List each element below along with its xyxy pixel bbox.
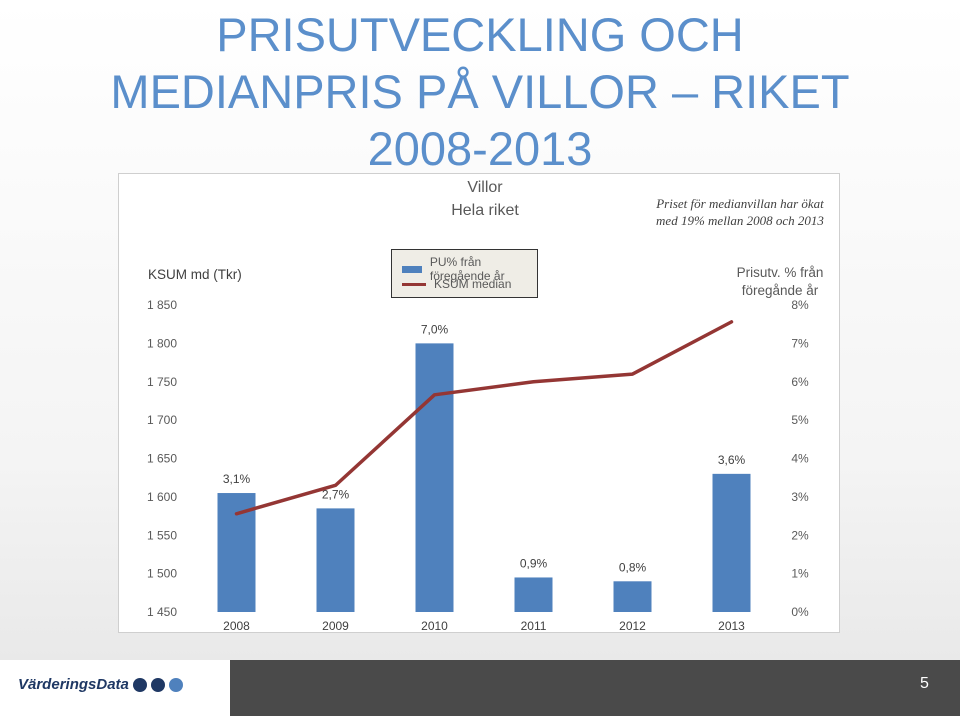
category-label: 2013 — [718, 619, 745, 633]
title-line-2: MEDIANPRIS PÅ VILLOR – RIKET — [0, 63, 960, 120]
right-axis-label-line-1: Prisutv. % från — [736, 265, 824, 280]
bar-series — [217, 343, 751, 612]
line-ksum-median — [234, 320, 734, 516]
bar-data-labels: 3,1% 2,7% 7,0% 0,9% 0,8% 3,6% — [223, 322, 746, 574]
right-tick-label: 2% — [791, 528, 809, 542]
company-logo: VärderingsData — [18, 676, 183, 693]
right-tick-label: 5% — [791, 413, 809, 427]
right-tick-label: 4% — [791, 452, 809, 466]
page-number: 5 — [920, 675, 929, 692]
bar — [514, 577, 553, 612]
left-axis-label: KSUM md (Tkr) — [148, 267, 242, 282]
left-axis-ticks: 1 450 1 500 1 550 1 600 1 650 1 700 1 750 1 800… — [147, 298, 177, 619]
legend-label-bars: PU% från föregående år — [429, 255, 505, 283]
chart-title-line-1: Villor — [467, 179, 503, 196]
right-axis-ticks: 0% 1% 2% 3% 4% 5% 6% 7% 8% — [791, 298, 809, 619]
legend-swatch-line — [402, 282, 426, 286]
right-tick-label: 7% — [791, 336, 809, 350]
bar — [316, 508, 355, 612]
legend-swatch-bars — [402, 265, 422, 273]
left-tick-label: 1 700 — [147, 413, 177, 427]
right-axis-label-line-2: föregånde år — [741, 283, 819, 298]
title-line-1: PRISUTVECKLING OCH — [216, 8, 744, 61]
category-label: 2010 — [421, 619, 448, 633]
chart-note-line-2: med 19% mellan 2008 och 2013 — [656, 213, 824, 228]
category-label: 2008 — [223, 619, 250, 633]
bar-data-label: 2,7% — [322, 487, 350, 501]
chart-legend: PU% från föregående år KSUM median — [391, 249, 538, 298]
left-tick-label: 1 800 — [147, 336, 177, 350]
legend-label-line: KSUM median — [434, 277, 512, 291]
logo-dot-2 — [150, 677, 165, 692]
right-tick-label: 6% — [791, 375, 809, 389]
right-tick-label: 3% — [791, 490, 809, 504]
bar-data-label: 3,6% — [718, 453, 746, 467]
bar-data-label: 3,1% — [223, 472, 251, 486]
footer-dark-panel — [230, 660, 960, 716]
logo-dot-3 — [168, 677, 183, 692]
right-tick-label: 1% — [791, 567, 809, 581]
title-line-2-b: RIKET — [698, 65, 850, 118]
legend-item-line: KSUM median — [402, 277, 511, 291]
left-tick-label: 1 550 — [147, 528, 177, 542]
category-labels: 2008 2009 2010 2011 2012 2013 — [223, 619, 745, 633]
title-line-2-a: MEDIANPRIS PÅ VILLOR — [110, 65, 672, 118]
legend-item-bars: PU% från föregående år — [402, 255, 537, 283]
left-tick-label: 1 600 — [147, 490, 177, 504]
bar-data-label: 0,9% — [520, 556, 548, 570]
left-tick-label: 1 650 — [147, 452, 177, 466]
left-tick-label: 1 850 — [147, 298, 177, 312]
left-tick-label: 1 750 — [147, 375, 177, 389]
right-axis-label: Prisutv. % från föregånde år — [715, 264, 845, 300]
bar-data-label: 0,8% — [619, 560, 647, 574]
title-line-2-dash: – — [671, 65, 699, 118]
chart-title-line-2: Hela riket — [451, 202, 519, 219]
chart-note-line-1: Priset för medianvillan har ökat — [656, 196, 824, 211]
line-series — [234, 320, 734, 516]
category-label: 2011 — [521, 619, 547, 633]
left-tick-label: 1 500 — [147, 567, 177, 581]
title-line-3: 2008-2013 — [367, 122, 593, 175]
category-label: 2009 — [322, 619, 349, 633]
chart-plot: 1 450 1 500 1 550 1 600 1 650 1 700 1 750 1 800… — [147, 298, 809, 633]
left-tick-label: 1 450 — [147, 605, 177, 619]
logo-dot-1 — [132, 677, 147, 692]
right-tick-label: 0% — [791, 605, 809, 619]
bar — [415, 343, 454, 612]
bar-data-label: 7,0% — [421, 322, 449, 336]
bar — [613, 581, 652, 612]
right-tick-label: 8% — [791, 298, 809, 312]
logo-text: VärderingsData — [18, 676, 129, 693]
bar — [712, 473, 751, 612]
category-label: 2012 — [619, 619, 646, 633]
slide-title: PRISUTVECKLING OCH MEDIANPRIS PÅ VILLOR … — [0, 6, 960, 177]
